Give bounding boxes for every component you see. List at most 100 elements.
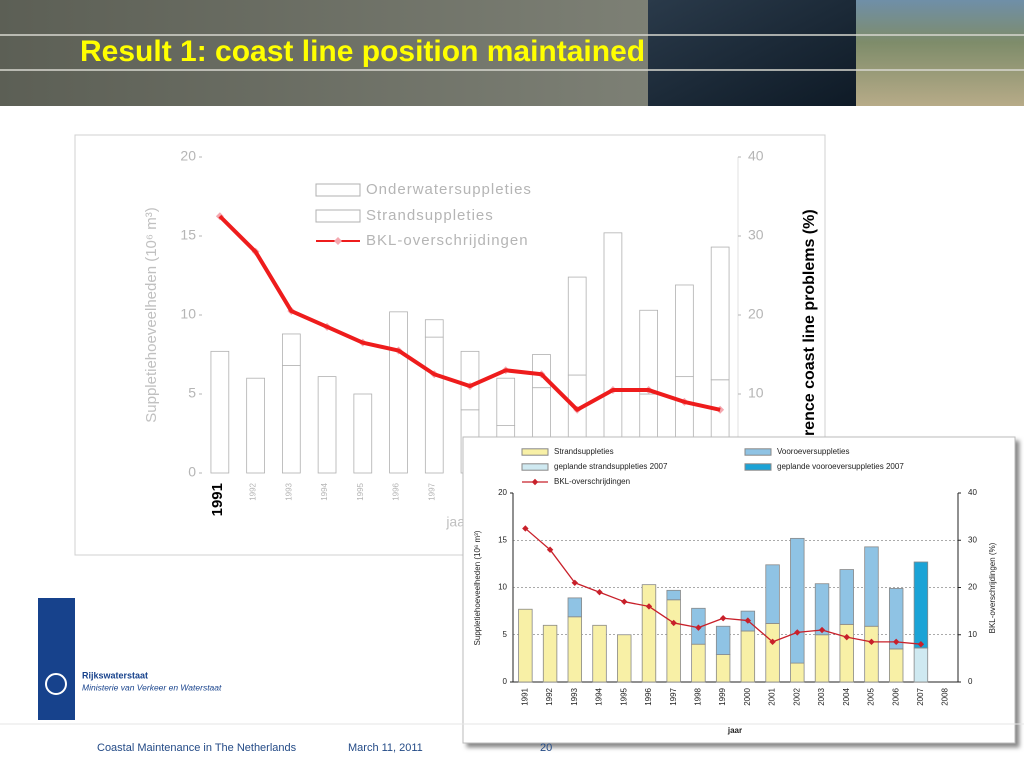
bar	[666, 599, 681, 683]
bar	[864, 625, 879, 683]
y-tick-label: 20	[180, 148, 196, 164]
bar	[790, 537, 805, 664]
bar	[666, 589, 681, 601]
x-tick-label: 1993	[570, 687, 579, 705]
bar	[518, 608, 533, 683]
x-tick-label: 1994	[320, 482, 329, 500]
bar	[864, 546, 879, 627]
legend-swatch	[315, 183, 361, 197]
legend-label: geplande strandsuppleties 2007	[554, 462, 668, 471]
legend-swatch	[334, 237, 342, 245]
x-tick-label: 2002	[792, 687, 801, 705]
x-tick-label: 1995	[356, 482, 365, 500]
y-tick-label: 0	[188, 464, 196, 480]
y-axis-title: Suppletiehoeveelheden (10⁶ m³)	[473, 530, 482, 645]
y-tick-label: 15	[180, 227, 196, 243]
x-tick-label: 2006	[891, 687, 900, 705]
page-number: 20	[540, 742, 552, 754]
bar	[715, 654, 731, 683]
bar	[839, 569, 854, 625]
bar	[592, 624, 607, 683]
bar	[715, 625, 731, 655]
bar	[281, 333, 301, 366]
bar	[710, 246, 730, 381]
x-tick-label: 1998	[694, 687, 703, 705]
y-tick-label: 10	[180, 306, 196, 322]
legend-label: Onderwatersuppleties	[366, 181, 532, 198]
x-tick-label: 1991	[209, 483, 226, 516]
y-tick-label: 5	[503, 630, 508, 639]
y2-tick-label: 30	[968, 535, 977, 544]
y-tick-label: 0	[503, 677, 508, 686]
bar	[210, 350, 230, 474]
y2-tick-label: 30	[748, 227, 764, 243]
x-tick-label: 1995	[619, 687, 628, 705]
x-tick-label: 1996	[644, 687, 653, 705]
logo-ministry: Ministerie van Verkeer en Waterstaat	[82, 682, 222, 692]
x-tick-label: 2005	[867, 687, 876, 705]
bar	[246, 377, 265, 474]
y-tick-label: 5	[188, 385, 196, 401]
bar	[814, 583, 830, 636]
legend-label: BKL-overschrijdingen	[554, 477, 630, 486]
bar	[567, 276, 587, 376]
bar	[740, 630, 756, 683]
bar	[496, 377, 516, 427]
header-photo	[856, 0, 1024, 106]
bar	[542, 624, 558, 683]
y2-tick-label: 10	[968, 630, 977, 639]
legend-swatch	[315, 209, 361, 223]
y2-axis-title: BKL-overschrijdingen (%)	[988, 542, 997, 633]
y-axis-title: Suppletiehoeveelheden (10⁶ m³)	[143, 207, 160, 422]
slide-title: Result 1: coast line position maintained	[80, 35, 645, 68]
x-tick-label: 2004	[842, 687, 851, 705]
bar	[460, 350, 480, 411]
x-tick-label: 1997	[427, 482, 436, 500]
bar	[675, 284, 694, 378]
logo-name: Rijkswaterstaat	[82, 670, 148, 680]
x-tick-label: 1992	[249, 482, 258, 500]
legend-swatch	[521, 448, 549, 456]
data-line	[524, 527, 921, 645]
x-tick-label: 1996	[392, 482, 401, 500]
bar	[888, 588, 904, 650]
legend-swatch	[744, 463, 772, 471]
y2-tick-label: 0	[968, 677, 973, 686]
bar	[913, 561, 929, 649]
x-tick-label: 2008	[941, 687, 950, 705]
bar	[567, 597, 583, 618]
legend-label: Vooroeversuppleties	[777, 447, 850, 456]
y2-tick-label: 40	[968, 488, 977, 497]
x-tick-label: 1991	[520, 687, 529, 705]
bar	[424, 319, 444, 338]
legend-swatch	[521, 463, 549, 471]
x-tick-label: 2007	[916, 687, 925, 705]
x-tick-label: 1994	[595, 687, 604, 705]
legend-label: geplande vooroeversuppleties 2007	[777, 462, 904, 471]
x-tick-label: 1992	[545, 687, 554, 705]
bar	[617, 634, 632, 683]
y2-tick-label: 20	[748, 306, 764, 322]
logo-bar	[38, 598, 75, 720]
data-line	[218, 214, 721, 412]
x-tick-label: 1999	[718, 687, 727, 705]
legend-label: BKL-overschrijdingen	[366, 232, 529, 249]
bar	[281, 365, 301, 474]
header-band	[0, 0, 650, 106]
legend-label: Strandsuppleties	[554, 447, 614, 456]
bar	[317, 376, 337, 474]
bar	[839, 623, 854, 683]
bar	[814, 634, 830, 683]
logo-emblem	[45, 673, 67, 695]
x-axis-title: jaar	[727, 726, 742, 735]
y2-tick-label: 10	[748, 385, 764, 401]
bar	[888, 648, 904, 683]
legend-swatch	[531, 478, 539, 486]
bar	[424, 336, 444, 474]
x-tick-label: 2000	[743, 687, 752, 705]
x-tick-label: 1993	[284, 482, 293, 500]
x-tick-label: 2001	[768, 687, 777, 705]
y2-tick-label: 40	[748, 148, 764, 164]
